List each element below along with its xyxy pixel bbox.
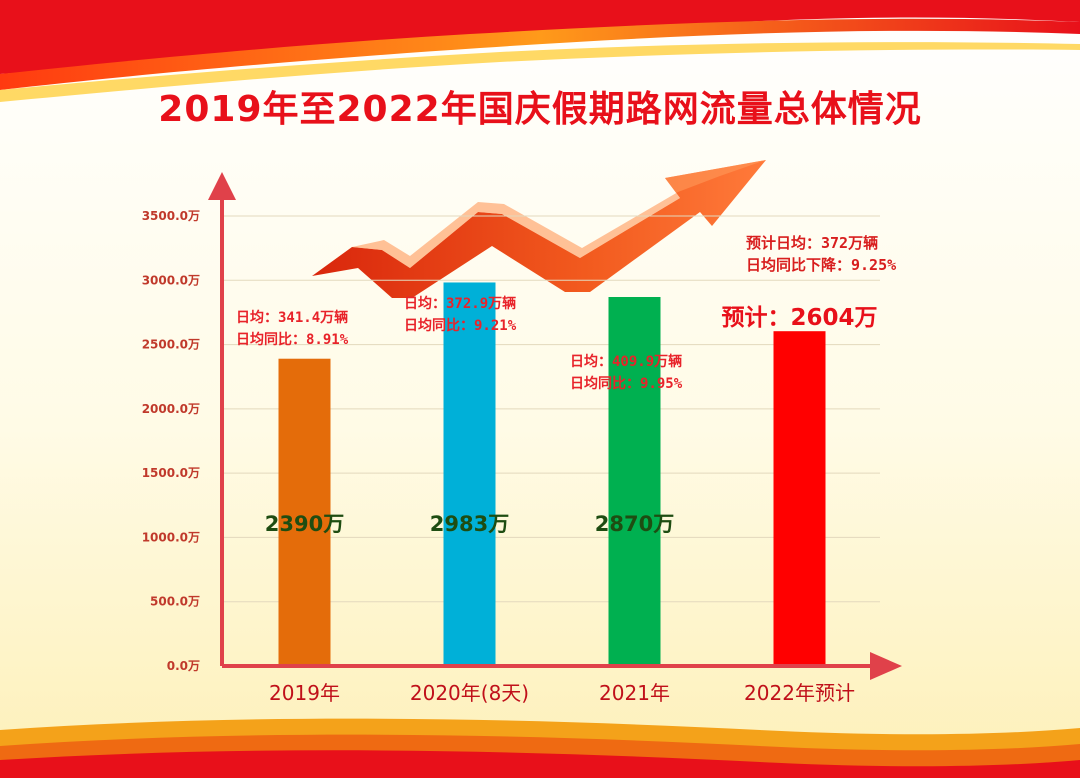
annotation-line: 日均：372.9万辆 — [404, 296, 517, 312]
y-tick-label: 3000.0万 — [142, 273, 200, 287]
x-tick-label: 2020年(8天) — [410, 681, 529, 705]
annotation-line: 日均同比：9.95% — [570, 376, 683, 392]
y-tick-label: 1000.0万 — [142, 530, 200, 544]
value-label: 2390万 — [265, 512, 344, 536]
y-tick-label: 500.0万 — [150, 595, 200, 609]
bar — [278, 358, 331, 666]
annotation-line: 日均：409.9万辆 — [570, 354, 683, 370]
axes — [208, 172, 902, 680]
y-tick-label: 0.0万 — [167, 659, 200, 673]
value-labels: 2390万 2983万 2870万 预计：2604万 — [265, 305, 878, 536]
bars — [278, 282, 826, 666]
x-tick-label: 2021年 — [599, 681, 670, 705]
annotation: 日均：372.9万辆 日均同比：9.21% — [404, 293, 516, 337]
x-tick-labels: 2019年 2020年(8天) 2021年 2022年预计 — [269, 681, 855, 705]
annotation-line: 日均同比：8.91% — [236, 332, 349, 348]
x-tick-label: 2022年预计 — [744, 681, 855, 705]
top-banner-decoration — [0, 0, 1080, 102]
annotation-line: 日均同比：9.21% — [404, 318, 517, 334]
y-tick-labels: 0.0万 500.0万 1000.0万 1500.0万 2000.0万 2500.0万 30… — [142, 209, 200, 673]
annotation: 预计日均：372万辆 日均同比下降：9.25% — [746, 232, 896, 276]
annotation-line: 预计日均：372万辆 — [746, 234, 879, 252]
y-tick-label: 1500.0万 — [142, 466, 200, 480]
y-tick-label: 3500.0万 — [142, 209, 200, 223]
value-label: 2870万 — [595, 512, 674, 536]
y-axis-arrowhead — [208, 172, 236, 200]
bar — [608, 297, 661, 666]
bottom-banner-decoration — [0, 718, 1080, 778]
annotation-line: 日均：341.4万辆 — [236, 310, 349, 326]
trend-arrow-decoration — [312, 160, 766, 298]
annotation-line: 日均同比下降：9.25% — [746, 256, 897, 274]
value-label: 2983万 — [430, 512, 509, 536]
bar — [443, 282, 496, 666]
y-tick-label: 2500.0万 — [142, 338, 200, 352]
annotation: 日均：341.4万辆 日均同比：8.91% — [236, 307, 348, 351]
chart-title: 2019年至2022年国庆假期路网流量总体情况 — [158, 89, 922, 130]
x-axis-arrowhead — [870, 652, 902, 680]
value-label: 预计：2604万 — [721, 305, 877, 331]
annotation: 日均：409.9万辆 日均同比：9.95% — [570, 351, 682, 395]
y-tick-label: 2000.0万 — [142, 402, 200, 416]
bar — [773, 331, 826, 666]
x-tick-label: 2019年 — [269, 681, 340, 705]
gridlines — [222, 215, 880, 603]
